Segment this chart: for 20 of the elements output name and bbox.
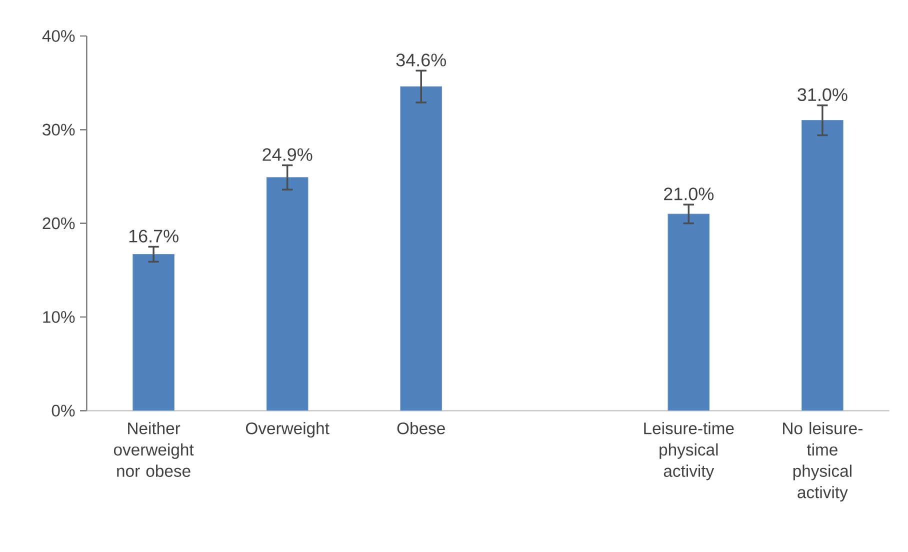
data-label: 24.9% bbox=[262, 148, 312, 161]
y-tick-label: 30% bbox=[42, 124, 75, 136]
bar bbox=[668, 214, 710, 411]
y-tick-label: 40% bbox=[42, 30, 75, 42]
x-tick-label: No leisure-time physical activity bbox=[783, 422, 862, 502]
data-label: 16.7% bbox=[129, 230, 178, 242]
y-tick-label: 20% bbox=[42, 217, 75, 230]
data-label: 21.0% bbox=[664, 188, 714, 200]
x-tick-label: Obese bbox=[397, 422, 445, 434]
x-tick-label: Leisure-time physical activity bbox=[644, 422, 734, 480]
x-tick-label: Overweight bbox=[246, 422, 330, 438]
bar bbox=[132, 254, 174, 411]
data-label: 31.0% bbox=[798, 88, 848, 102]
bar bbox=[802, 120, 844, 411]
y-tick-label: 0% bbox=[52, 404, 75, 417]
x-tick-label: Neither overweight nor obese bbox=[114, 422, 194, 477]
bar bbox=[266, 177, 308, 411]
y-tick-label: 10% bbox=[43, 311, 75, 323]
bar bbox=[400, 86, 442, 411]
data-label: 34.6% bbox=[396, 54, 446, 66]
